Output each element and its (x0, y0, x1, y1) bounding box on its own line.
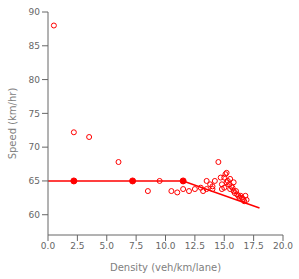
svg-text:90: 90 (29, 7, 41, 17)
svg-text:10.0: 10.0 (155, 241, 175, 251)
svg-text:5.0: 5.0 (100, 241, 115, 251)
svg-text:75: 75 (29, 109, 40, 119)
svg-text:Density (veh/km/lane): Density (veh/km/lane) (110, 262, 221, 273)
svg-text:Speed (km/hr): Speed (km/hr) (8, 88, 18, 160)
svg-text:12.5: 12.5 (185, 241, 205, 251)
svg-text:7.5: 7.5 (129, 241, 143, 251)
svg-text:2.5: 2.5 (70, 241, 84, 251)
svg-text:15.0: 15.0 (214, 241, 234, 251)
svg-text:85: 85 (29, 41, 40, 51)
svg-text:60: 60 (29, 210, 41, 220)
svg-text:80: 80 (29, 75, 41, 85)
svg-text:70: 70 (29, 142, 41, 152)
svg-text:0.0: 0.0 (41, 241, 56, 251)
svg-text:20.0: 20.0 (273, 241, 291, 251)
svg-text:17.5: 17.5 (244, 241, 264, 251)
svg-text:65: 65 (29, 176, 40, 186)
